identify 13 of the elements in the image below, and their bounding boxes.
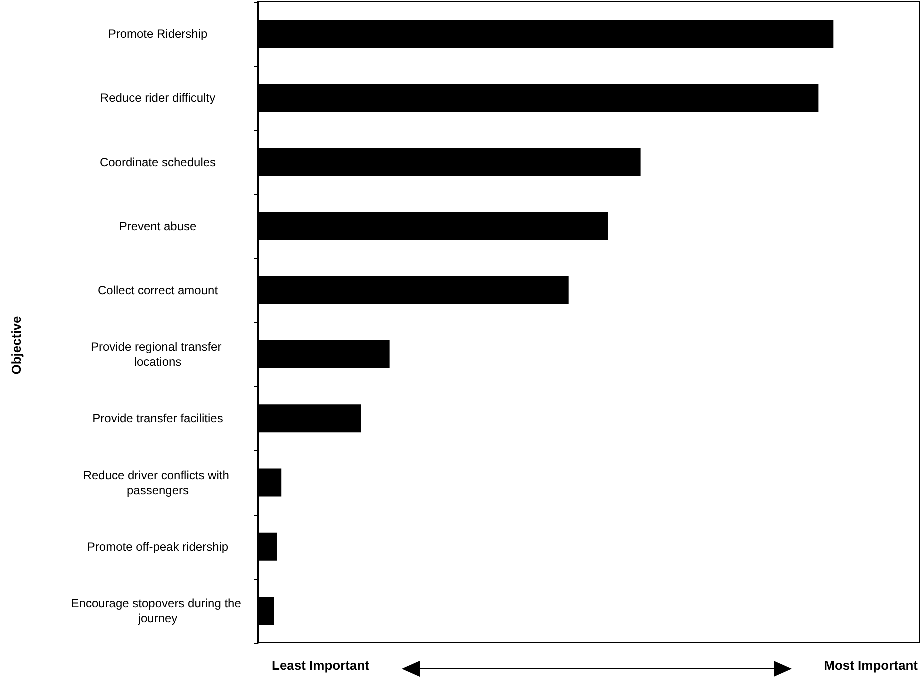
y-tick-label: Reduce driver conflicts with passengers (83, 468, 233, 498)
y-tick-label: Promote Ridership (108, 27, 208, 42)
y-tick-label: Provide transfer facilities (92, 412, 224, 426)
text: Least Important (272, 658, 370, 673)
y-tick-label: Promote off-peak ridership (87, 540, 229, 554)
y-tick-label: Provide regional transfer locations (90, 340, 226, 370)
y-tick-label: Coordinate schedules (100, 155, 216, 170)
y-axis-title: Objective (9, 316, 24, 375)
y-tick-label: Encourage stopovers during the journey (71, 596, 245, 626)
y-tick-label: Prevent abuse (119, 219, 198, 234)
text: Most Important (824, 658, 918, 673)
y-tick-label: Reduce rider difficulty (100, 91, 216, 106)
y-tick-label: Collect correct amount (98, 283, 219, 298)
